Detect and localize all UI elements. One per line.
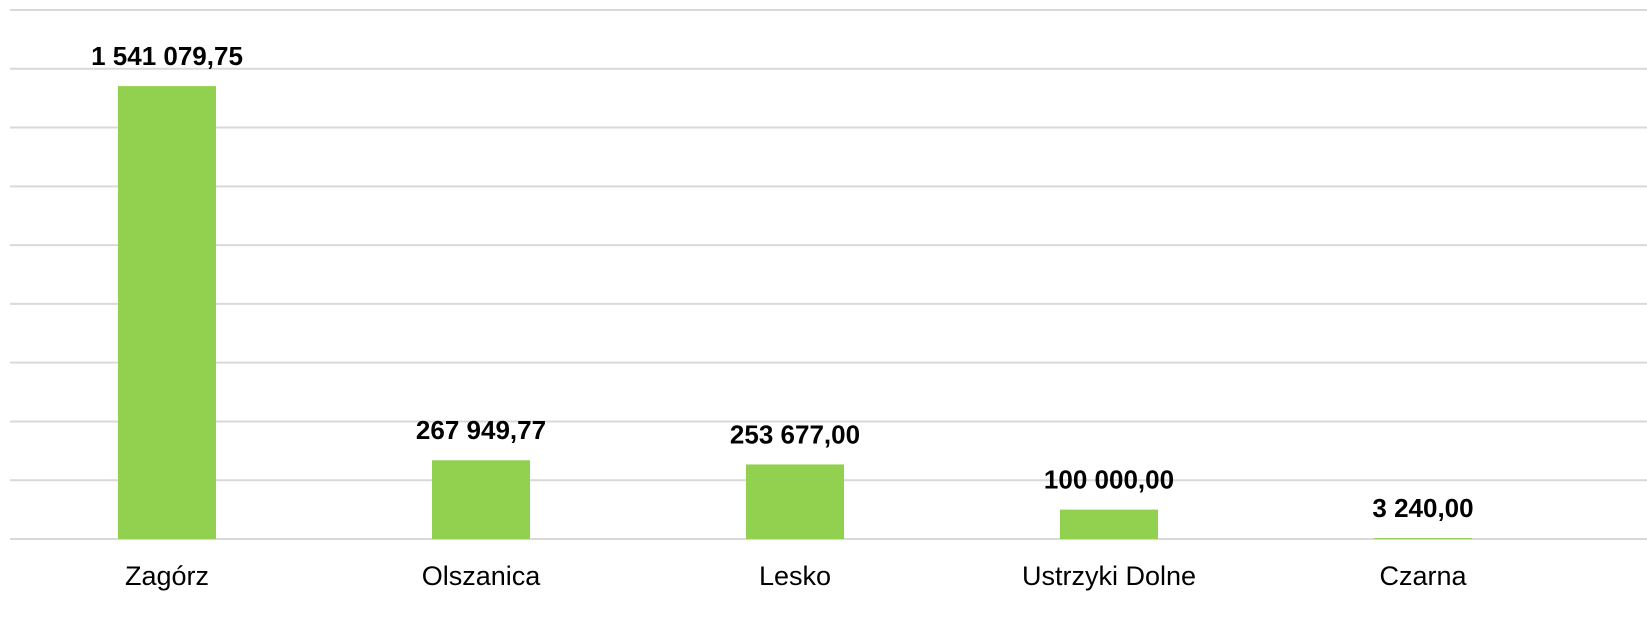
data-label: 3 240,00 (1372, 493, 1473, 523)
x-tick-label: Olszanica (422, 561, 542, 591)
x-tick-label: Zagórz (125, 561, 209, 591)
data-label: 100 000,00 (1044, 464, 1174, 494)
bar (1060, 509, 1158, 539)
x-tick-label: Ustrzyki Dolne (1022, 561, 1196, 591)
bar (746, 464, 844, 539)
bar (1374, 538, 1472, 539)
x-tick-label: Lesko (759, 561, 831, 591)
bar (432, 460, 530, 539)
data-label: 1 541 079,75 (91, 41, 243, 71)
data-label: 253 677,00 (730, 419, 860, 449)
x-tick-label: Czarna (1379, 561, 1467, 591)
bar (118, 86, 216, 540)
data-label: 267 949,77 (416, 415, 546, 445)
